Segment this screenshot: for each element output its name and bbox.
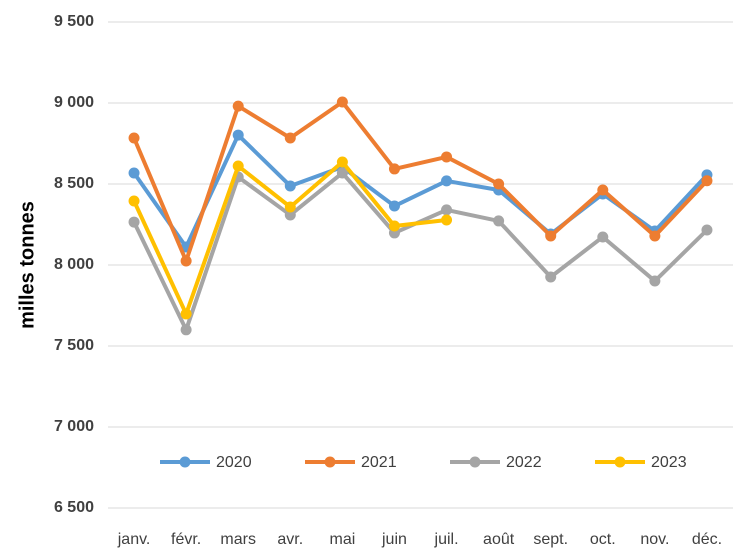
y-tick-label: 8 000 xyxy=(54,256,94,273)
data-point xyxy=(441,204,453,216)
y-tick-label: 9 000 xyxy=(54,94,94,111)
data-point xyxy=(180,255,192,267)
x-tick-label: juin xyxy=(381,531,407,548)
data-point xyxy=(284,209,296,221)
data-point xyxy=(597,184,609,196)
x-tick-label: nov. xyxy=(640,531,669,548)
data-point xyxy=(649,230,661,242)
data-point xyxy=(180,324,192,336)
series-line xyxy=(132,170,709,332)
legend-label: 2021 xyxy=(361,454,397,471)
x-tick-label: oct. xyxy=(590,531,616,548)
data-point xyxy=(649,275,661,287)
data-point xyxy=(128,195,140,207)
data-point xyxy=(441,175,453,187)
y-tick-label: 9 500 xyxy=(54,13,94,30)
x-tick-label: sept. xyxy=(533,531,568,548)
x-tick-label: mai xyxy=(329,531,355,548)
data-point xyxy=(701,175,713,187)
data-point xyxy=(493,215,505,227)
x-tick-label: avr. xyxy=(277,531,303,548)
data-point xyxy=(441,151,453,163)
legend-label: 2023 xyxy=(651,454,687,471)
series-line xyxy=(132,100,709,263)
data-point xyxy=(232,129,244,141)
data-point xyxy=(493,178,505,190)
data-point xyxy=(701,224,713,236)
data-point xyxy=(180,308,192,320)
legend-marker xyxy=(614,456,626,468)
data-point xyxy=(284,132,296,144)
data-point xyxy=(336,167,348,179)
y-tick-label: 6 500 xyxy=(54,499,94,516)
x-tick-label: janv. xyxy=(117,531,151,548)
data-point xyxy=(545,230,557,242)
data-point xyxy=(232,160,244,172)
data-point xyxy=(232,100,244,112)
data-point xyxy=(597,231,609,243)
data-point xyxy=(336,156,348,168)
data-point xyxy=(441,214,453,226)
data-point xyxy=(336,96,348,108)
data-point xyxy=(545,271,557,283)
data-point xyxy=(284,201,296,213)
legend-label: 2022 xyxy=(506,454,542,471)
data-point xyxy=(128,216,140,228)
legend-marker xyxy=(324,456,336,468)
y-tick-label: 7 500 xyxy=(54,337,94,354)
data-point xyxy=(388,220,400,232)
legend-label: 2020 xyxy=(216,454,252,471)
legend-marker xyxy=(469,456,481,468)
data-point xyxy=(284,180,296,192)
x-tick-label: déc. xyxy=(692,531,722,548)
data-point xyxy=(388,200,400,212)
x-tick-label: août xyxy=(483,531,515,548)
x-tick-label: juil. xyxy=(434,531,459,548)
x-tick-label: févr. xyxy=(171,531,201,548)
y-axis-title: milles tonnes xyxy=(16,201,38,329)
data-point xyxy=(388,163,400,175)
y-tick-label: 7 000 xyxy=(54,418,94,435)
data-point xyxy=(128,132,140,144)
y-tick-label: 8 500 xyxy=(54,175,94,192)
legend-marker xyxy=(179,456,191,468)
x-tick-label: mars xyxy=(220,531,256,548)
data-point xyxy=(128,167,140,179)
